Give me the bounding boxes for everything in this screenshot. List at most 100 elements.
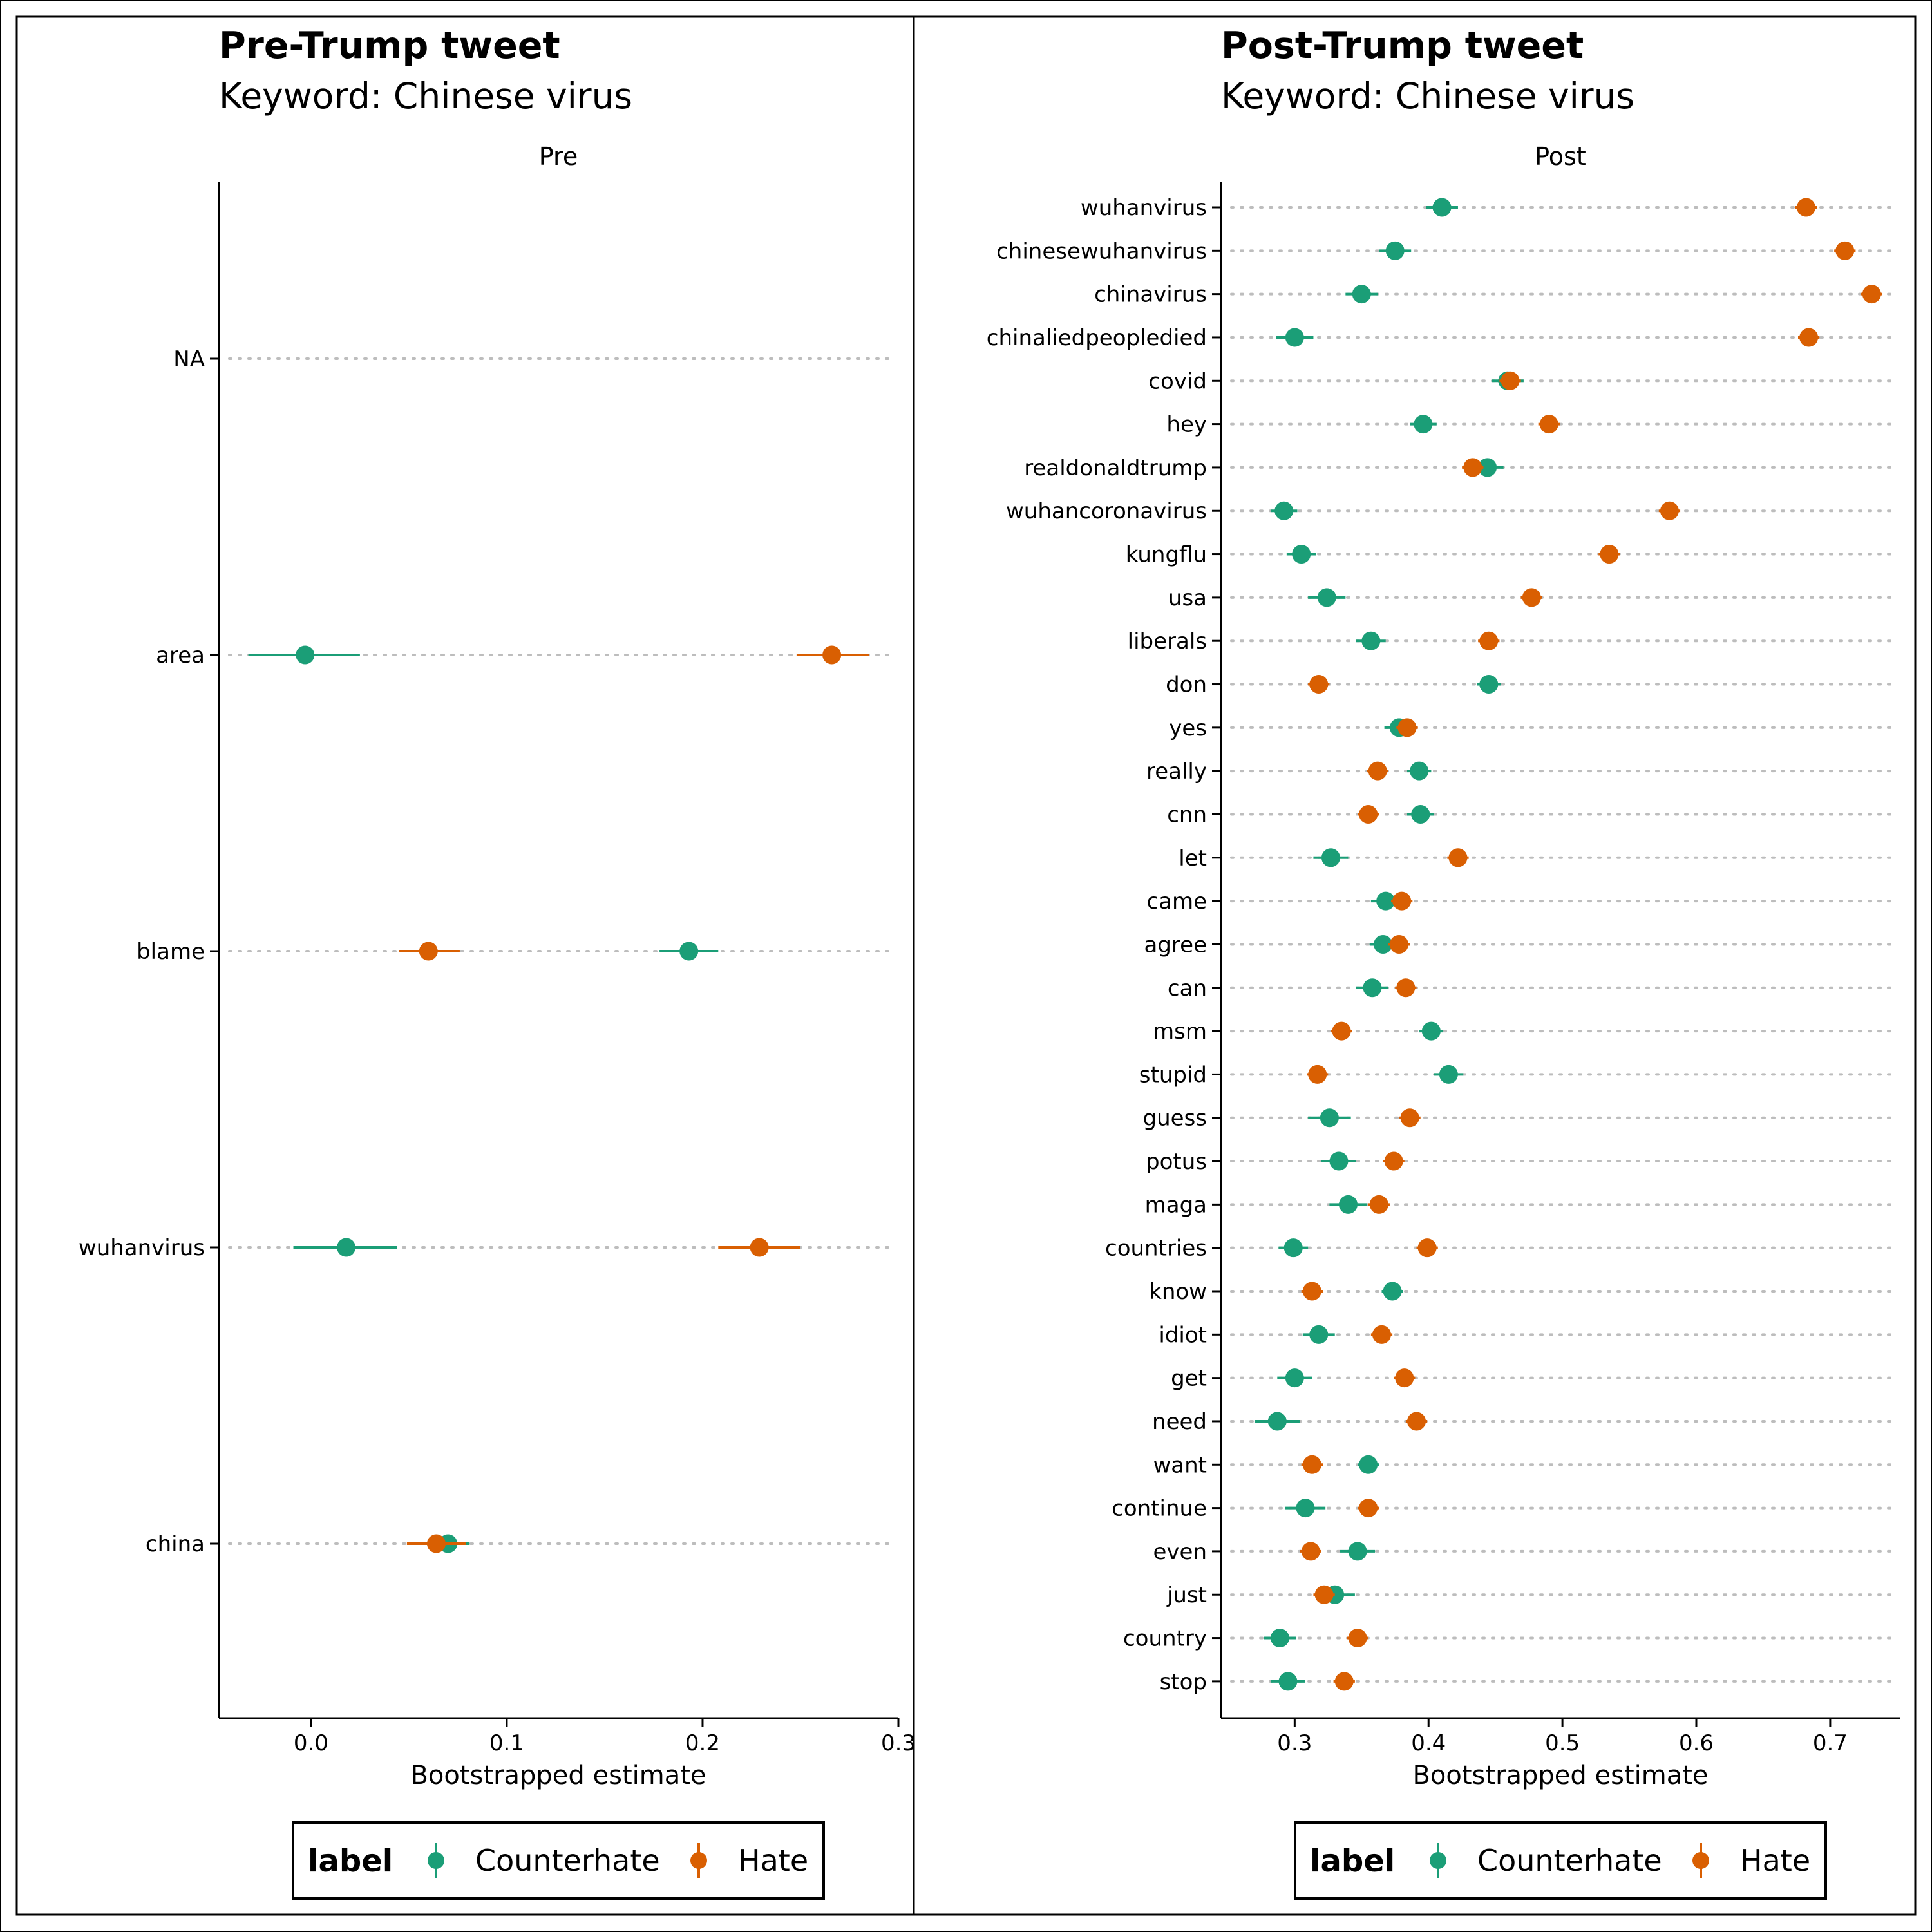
point-counterhate-let	[1321, 848, 1340, 867]
x-tick-label: 0.6	[1679, 1730, 1714, 1756]
point-counterhate-know	[1383, 1282, 1402, 1301]
y-tick-label-even: even	[1153, 1539, 1207, 1565]
y-tick-label-cnn: cnn	[1167, 802, 1207, 828]
panel-post-legend-label-hate: Hate	[1740, 1843, 1810, 1878]
point-hate-chinaliedpeopledied	[1799, 328, 1819, 347]
point-hate-liberals	[1479, 631, 1499, 650]
panel-post-title: Post-Trump tweet	[1221, 24, 1584, 67]
y-tick-label-agree: agree	[1144, 932, 1207, 958]
y-tick-label-stupid: stupid	[1139, 1062, 1207, 1088]
point-counterhate-agree	[1374, 934, 1393, 954]
y-tick-label-idiot: idiot	[1159, 1322, 1207, 1348]
point-hate-let	[1448, 848, 1468, 867]
y-tick-label-came: came	[1146, 889, 1207, 914]
point-counterhate-even	[1348, 1542, 1367, 1561]
y-tick-label-blame: blame	[137, 939, 205, 965]
point-counterhate-blame	[679, 942, 699, 961]
point-hate-realdonaldtrump	[1463, 458, 1482, 477]
x-tick-label: 0.2	[685, 1730, 720, 1756]
point-counterhate-hey	[1414, 415, 1433, 434]
point-counterhate-area	[296, 645, 315, 665]
point-hate-countries	[1417, 1238, 1437, 1258]
panel-post-legend-key-hate	[1692, 1843, 1709, 1878]
x-tick-label: 0.4	[1411, 1730, 1446, 1756]
point-hate-guess	[1400, 1108, 1419, 1128]
point-hate-really	[1368, 761, 1387, 781]
point-hate-know	[1302, 1282, 1321, 1301]
y-tick-label-just: just	[1166, 1582, 1207, 1608]
y-tick-label-want: want	[1153, 1452, 1207, 1478]
panel-post-legend-label-counterhate: Counterhate	[1477, 1843, 1662, 1878]
point-hate-don	[1309, 675, 1329, 694]
x-tick-label: 0.5	[1545, 1730, 1580, 1756]
point-counterhate-chinavirus	[1352, 285, 1371, 304]
panel-post-legend-box	[1294, 1821, 1827, 1900]
y-tick-label-chinesewuhanvirus: chinesewuhanvirus	[996, 238, 1207, 264]
panel-post-legend: label Counterhate Hate	[1294, 1821, 1827, 1900]
point-hate-covid	[1501, 371, 1520, 390]
point-hate-wuhancoronavirus	[1660, 501, 1679, 520]
panel-post: Post-Trump tweet Keyword: Chinese virus …	[913, 15, 1917, 1916]
y-tick-label-wuhancoronavirus: wuhancoronavirus	[1006, 498, 1207, 524]
point-counterhate-country	[1270, 1629, 1289, 1648]
x-tick-label: 0.3	[1277, 1730, 1312, 1756]
point-counterhate-want	[1359, 1455, 1378, 1474]
y-tick-label-know: know	[1149, 1279, 1207, 1305]
point-hate-stop	[1334, 1672, 1354, 1691]
point-hate-usa	[1522, 588, 1541, 607]
point-hate-hey	[1539, 415, 1558, 434]
y-tick-label-stop: stop	[1160, 1669, 1207, 1695]
y-tick-label-potus: potus	[1146, 1149, 1207, 1175]
panel-post-facet-label: Post	[1535, 142, 1586, 171]
point-hate-agree	[1389, 934, 1408, 954]
point-counterhate-liberals	[1361, 631, 1381, 650]
point-counterhate-can	[1363, 978, 1382, 998]
x-tick-label: 0.0	[294, 1730, 328, 1756]
y-tick-label-usa: usa	[1168, 585, 1207, 611]
x-tick-label: 0.1	[489, 1730, 524, 1756]
point-hate-continue	[1359, 1499, 1378, 1518]
y-tick-label-na: NA	[173, 346, 205, 372]
panel-post-plot: wuhanvirus chinesewuhanvirus chinavirus chi…	[987, 182, 1900, 1756]
y-tick-label-get: get	[1171, 1366, 1207, 1392]
panel-post-x-axis-title: Bootstrapped estimate	[1412, 1761, 1708, 1790]
point-hate-idiot	[1372, 1325, 1391, 1344]
y-tick-label-let: let	[1179, 846, 1207, 871]
y-tick-label-country: country	[1123, 1626, 1207, 1652]
point-counterhate-need	[1267, 1412, 1287, 1431]
y-tick-label-really: really	[1146, 759, 1207, 784]
panel-pre: Pre-Trump tweet Keyword: Chinese virus P…	[15, 15, 916, 1916]
point-hate-chinesewuhanvirus	[1835, 241, 1855, 260]
point-hate-country	[1348, 1629, 1367, 1648]
panel-post-subtitle: Keyword: Chinese virus	[1221, 75, 1634, 117]
point-counterhate-wuhanvirus	[1432, 198, 1452, 217]
point-hate-potus	[1384, 1151, 1403, 1171]
point-counterhate-idiot	[1309, 1325, 1329, 1344]
point-counterhate-countries	[1283, 1238, 1303, 1258]
point-hate-even	[1301, 1542, 1320, 1561]
point-hate-wuhanvirus	[750, 1238, 769, 1257]
point-hate-can	[1396, 978, 1416, 998]
point-hate-area	[822, 645, 842, 665]
panel-post-legend-key-counterhate	[1430, 1843, 1446, 1878]
point-hate-cnn	[1359, 804, 1378, 824]
point-hate-stupid	[1308, 1065, 1327, 1084]
panel-pre-plot: NA area blame wuhanvirus china 0.0 0.1 0.2 0.3	[79, 182, 916, 1756]
point-counterhate-stupid	[1439, 1065, 1458, 1084]
point-counterhate-don	[1479, 675, 1499, 694]
y-tick-label-hey: hey	[1166, 412, 1207, 438]
point-hate-blame	[419, 942, 438, 961]
point-counterhate-cnn	[1411, 804, 1430, 824]
point-counterhate-realdonaldtrump	[1478, 458, 1497, 477]
panel-post-legend-title: label	[1310, 1843, 1395, 1879]
point-hate-want	[1302, 1455, 1321, 1474]
point-hate-china	[426, 1534, 446, 1553]
panel-pre-legend-label-counterhate: Counterhate	[475, 1843, 660, 1878]
y-tick-label-need: need	[1152, 1409, 1207, 1435]
y-tick-label-liberals: liberals	[1128, 629, 1207, 654]
point-counterhate-usa	[1317, 588, 1336, 607]
point-counterhate-really	[1410, 761, 1429, 781]
panel-pre-legend-key-counterhate	[428, 1843, 444, 1878]
panel-pre-title: Pre-Trump tweet	[219, 24, 560, 67]
x-tick-label: 0.3	[881, 1730, 916, 1756]
